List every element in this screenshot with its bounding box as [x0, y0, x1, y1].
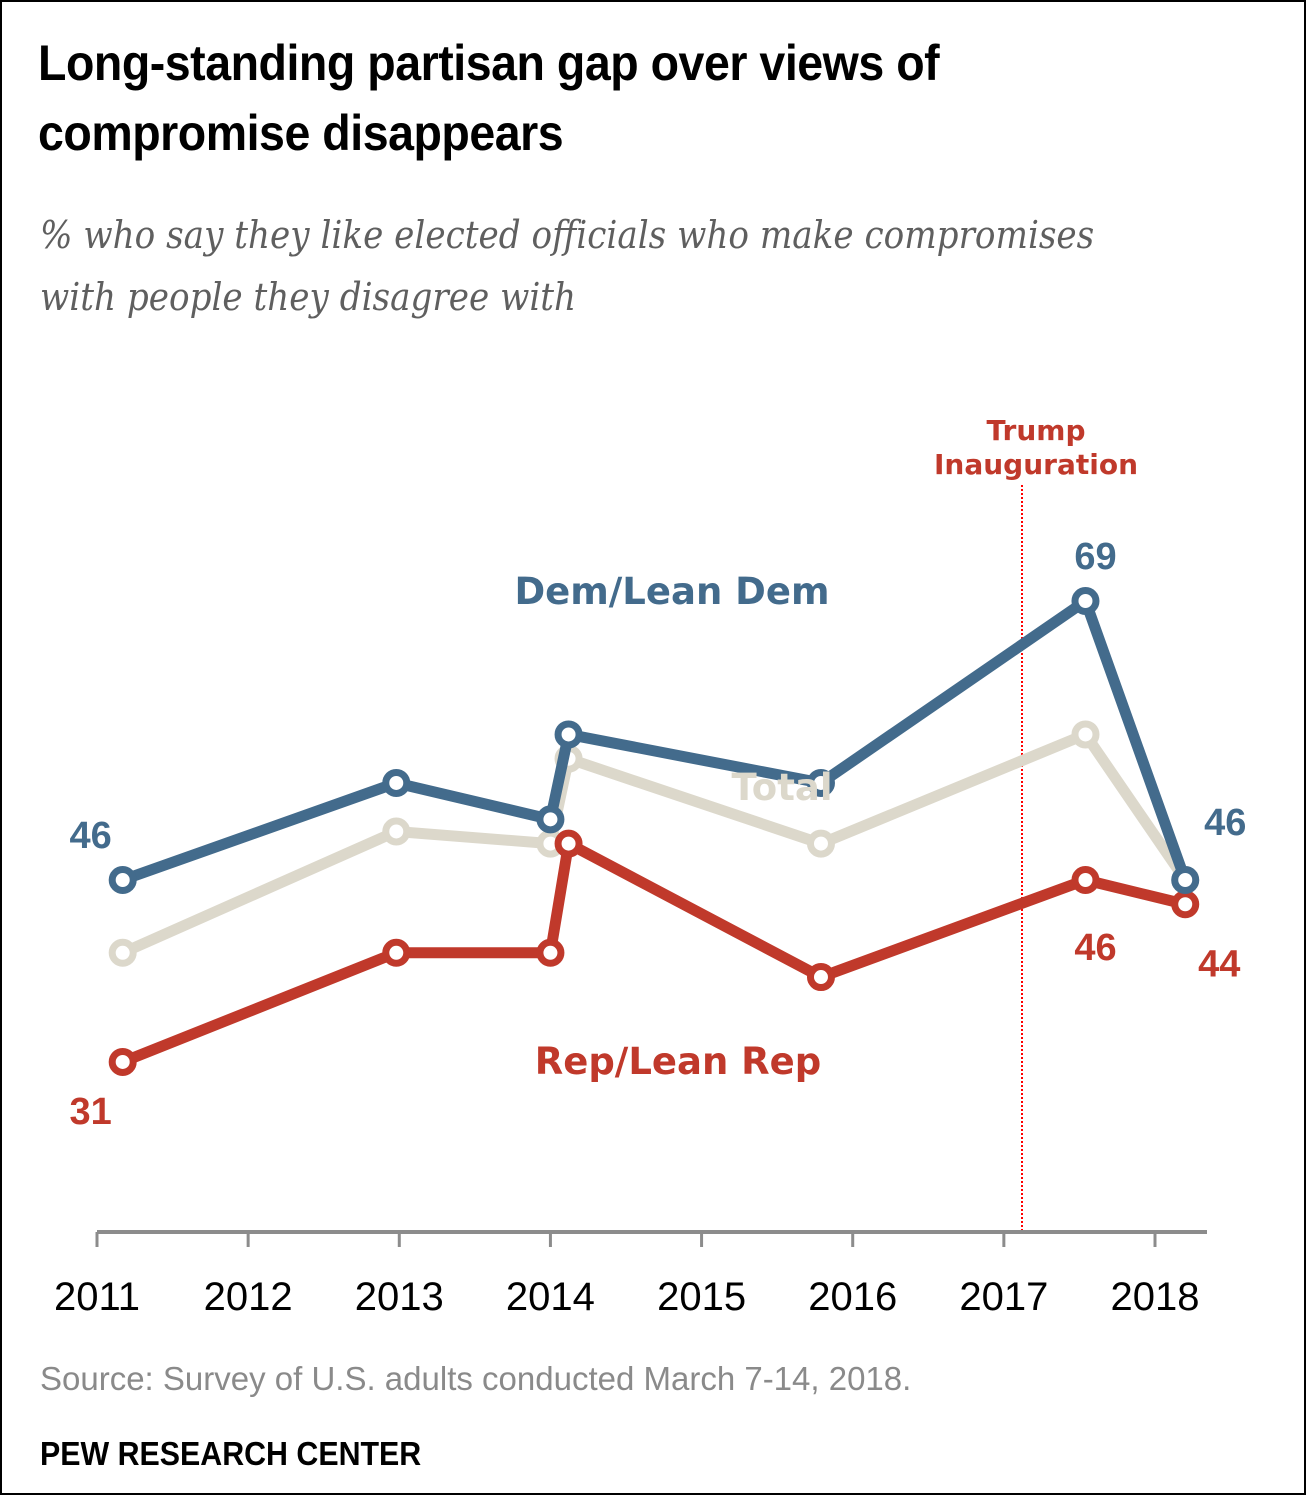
value-label-rep: 31	[70, 1091, 112, 1133]
source-note: Source: Survey of U.S. adults conducted …	[40, 1360, 912, 1397]
line-chart: Trump Inauguration 2011 2012 2013 2014 2015 20…	[54, 414, 1247, 1319]
value-label-dem: 69	[1074, 536, 1116, 578]
series-total	[108, 720, 1200, 967]
data-point-dem	[536, 805, 565, 834]
data-point-dem	[1071, 587, 1100, 616]
series-dem	[108, 587, 1200, 894]
value-label-dem: 46	[70, 815, 112, 857]
data-point-rep	[1071, 866, 1100, 894]
inauguration-label-line: Inauguration	[934, 448, 1138, 481]
label-layer: Dem/Lean Dem Total Rep/Lean Rep 46 69 46 31 46 4…	[70, 536, 1247, 1133]
data-point-total	[1071, 720, 1100, 749]
data-point-total	[382, 817, 411, 846]
data-point-total	[108, 938, 137, 967]
series-layer	[108, 587, 1200, 1076]
value-label-dem: 46	[1204, 802, 1246, 844]
series-line-dem	[117, 595, 1191, 886]
x-tick-label: 2011	[54, 1275, 140, 1319]
data-point-dem	[382, 768, 411, 797]
inauguration-label-line: Trump	[987, 414, 1086, 447]
data-point-dem	[1171, 866, 1200, 894]
series-label-dem: Dem/Lean Dem	[514, 570, 829, 613]
annotation-layer: Trump Inauguration	[934, 414, 1138, 1232]
x-axis: 2011 2012 2013 2014 2015 2016 2017 2018	[54, 1230, 1207, 1319]
x-tick-label: 2012	[204, 1275, 293, 1319]
data-point-rep	[1171, 890, 1200, 919]
x-tick-label: 2014	[506, 1275, 595, 1319]
data-point-dem	[806, 768, 835, 797]
data-point-rep	[806, 963, 835, 992]
data-point-dem	[108, 866, 137, 894]
series-label-total: Total	[731, 766, 832, 809]
chart-title: Long-standing partisan gap over views of…	[38, 35, 940, 161]
x-tick-label: 2016	[808, 1275, 897, 1319]
data-point-rep	[536, 938, 565, 967]
data-point-dem	[554, 720, 583, 749]
chart-subtitle: % who say they like elected officials wh…	[40, 213, 1095, 319]
data-point-rep	[108, 1047, 137, 1076]
series-line-total	[117, 728, 1191, 959]
value-label-rep: 46	[1074, 927, 1116, 969]
brand-logo-text: PEW RESEARCH CENTER	[40, 1435, 422, 1472]
value-label-rep: 44	[1198, 943, 1240, 985]
x-tick-label: 2013	[355, 1275, 444, 1319]
inauguration-label: Trump Inauguration	[934, 414, 1138, 481]
x-tick-label: 2017	[959, 1275, 1048, 1319]
data-point-total	[806, 829, 835, 858]
x-tick-label: 2018	[1111, 1275, 1200, 1319]
x-tick-label: 2015	[657, 1275, 746, 1319]
series-rep	[108, 829, 1200, 1076]
data-point-rep	[382, 938, 411, 967]
data-point-rep	[554, 829, 583, 858]
series-label-rep: Rep/Lean Rep	[535, 1040, 822, 1083]
